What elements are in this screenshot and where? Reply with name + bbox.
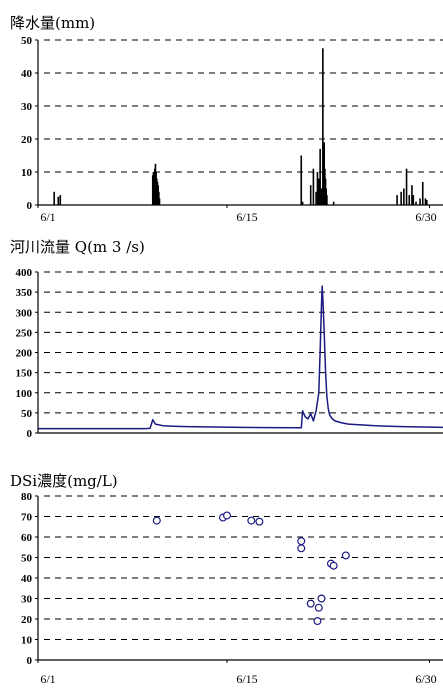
precipitation-ytick-label: 20 [21, 134, 33, 146]
precipitation-bar [158, 198, 161, 205]
dsi-chart: DSi濃度(mg/L) 0 10 20 30 40 50 60 70 80 6/1 6/15 6/3… [10, 472, 443, 686]
precipitation-bars [53, 48, 428, 205]
discharge-ytick-label: 50 [21, 408, 33, 420]
dsi-point [297, 544, 306, 553]
precipitation-bar [419, 198, 421, 205]
precipitation-bar [315, 191, 317, 205]
discharge-grid [44, 271, 443, 414]
precipitation-bar [320, 188, 323, 205]
dsi-point [223, 511, 232, 520]
precipitation-xtick-label: 6/15 [236, 210, 257, 224]
precipitation-chart: 降水量(mm) 0 10 20 30 40 50 6/1 6/15 6/30 [10, 14, 443, 224]
precipitation-bar [326, 195, 328, 205]
dsi-point [317, 594, 326, 603]
discharge-ytick-label: 200 [16, 348, 33, 360]
precipitation-bar [411, 185, 413, 205]
precipitation-bar [426, 200, 428, 205]
dsi-xtick-label: 6/1 [40, 672, 55, 686]
dsi-axes [35, 495, 443, 663]
dsi-title: DSi濃度(mg/L) [10, 472, 118, 490]
precipitation-bar [396, 195, 398, 205]
dsi-ytick-label: 20 [21, 614, 33, 626]
precipitation-ytick-label: 0 [27, 200, 33, 212]
precipitation-bar [424, 198, 427, 205]
dsi-ytick-label: 0 [27, 655, 33, 667]
precipitation-bar [53, 191, 55, 205]
dsi-xtick-label: 6/30 [415, 672, 436, 686]
discharge-y-ticks: 0 50 100 150 200 250 300 350 400 [16, 267, 33, 440]
precipitation-bar [415, 201, 417, 205]
precipitation-bar [301, 201, 304, 205]
precipitation-title: 降水量(mm) [10, 14, 95, 32]
precipitation-bar [309, 185, 312, 205]
dsi-point [341, 551, 350, 560]
discharge-ytick-label: 350 [16, 287, 33, 299]
dsi-point [297, 537, 306, 546]
precipitation-bar [412, 195, 415, 205]
precipitation-bar [312, 168, 315, 205]
dsi-xtick-label: 6/15 [236, 672, 257, 686]
precipitation-xtick-label: 6/1 [40, 210, 55, 224]
discharge-ytick-label: 300 [16, 307, 33, 319]
discharge-ytick-label: 100 [16, 388, 33, 400]
dsi-grid [44, 495, 443, 640]
dsi-point [247, 516, 256, 525]
precipitation-ytick-label: 40 [21, 68, 33, 80]
precipitation-bar [319, 148, 321, 205]
precipitation-ytick-label: 10 [21, 167, 33, 179]
dsi-ytick-label: 80 [21, 491, 33, 503]
discharge-axes [35, 271, 443, 434]
precipitation-bar [57, 196, 60, 205]
precipitation-bar [421, 181, 424, 205]
discharge-ytick-label: 0 [27, 428, 33, 440]
precipitation-xtick-label: 6/30 [415, 210, 436, 224]
dsi-ytick-label: 40 [21, 573, 33, 585]
dsi-x-ticks: 6/1 6/15 6/30 [40, 672, 436, 686]
dsi-ytick-label: 50 [21, 553, 33, 565]
dsi-ytick-label: 30 [21, 594, 33, 606]
precipitation-x-ticks: 6/1 6/15 6/30 [40, 210, 436, 224]
dsi-point [313, 617, 322, 626]
precipitation-bar [322, 48, 324, 205]
precipitation-grid [44, 39, 443, 173]
dsi-y-ticks: 0 10 20 30 40 50 60 70 80 [21, 491, 33, 667]
precipitation-bar [332, 201, 335, 205]
precipitation-ytick-label: 50 [21, 35, 33, 47]
precipitation-bar [59, 195, 62, 205]
dsi-point [329, 561, 338, 570]
precipitation-ytick-label: 30 [21, 101, 33, 113]
precipitation-bar [403, 188, 405, 205]
precipitation-bar [300, 155, 303, 205]
precipitation-axes [35, 39, 443, 208]
discharge-series [38, 285, 443, 430]
dsi-points [152, 511, 350, 626]
discharge-line [38, 285, 443, 430]
precipitation-bar [318, 178, 320, 205]
precipitation-bar [400, 191, 402, 205]
dsi-ytick-label: 60 [21, 532, 33, 544]
precipitation-bar [316, 172, 319, 205]
precipitation-bar [405, 168, 408, 205]
discharge-chart: 河川流量 Q(m 3 /s) 0 50 100 150 200 250 300 350 400 [10, 238, 443, 440]
discharge-ytick-label: 400 [16, 267, 33, 279]
dsi-point [306, 599, 315, 608]
precipitation-bar [408, 195, 411, 205]
dsi-ytick-label: 70 [21, 512, 33, 524]
dsi-ytick-label: 10 [21, 635, 33, 647]
dsi-point [255, 517, 264, 526]
discharge-title: 河川流量 Q(m 3 /s) [10, 238, 145, 256]
discharge-ytick-label: 150 [16, 368, 33, 380]
dsi-point [152, 516, 161, 525]
precipitation-y-ticks: 0 10 20 30 40 50 [21, 35, 33, 212]
discharge-ytick-label: 250 [16, 327, 33, 339]
dsi-point [314, 603, 323, 612]
